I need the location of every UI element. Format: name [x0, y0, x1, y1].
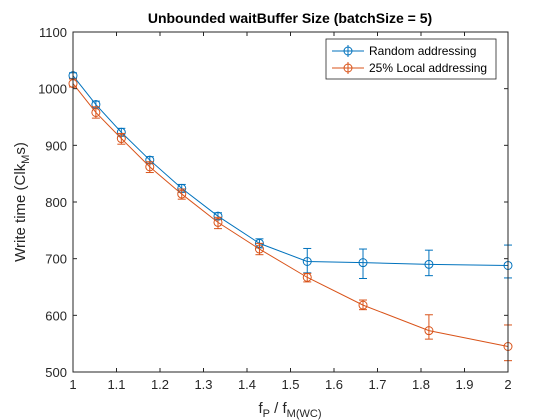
data-point: [116, 134, 126, 144]
y-axis-label: Write time (ClkMs): [12, 142, 32, 262]
x-tick-label: 1.7: [368, 377, 386, 392]
data-point: [145, 162, 155, 172]
x-tick-label: 1.1: [107, 377, 125, 392]
x-tick-label: 2: [504, 377, 511, 392]
x-tick-label: 1.9: [455, 377, 473, 392]
legend-item-random: Random addressing: [332, 44, 476, 58]
data-point: [358, 258, 368, 268]
plot-area: [73, 32, 508, 372]
data-point: [254, 244, 264, 254]
y-tick-label: 700: [45, 252, 67, 267]
data-point: [177, 189, 187, 199]
data-point: [91, 107, 101, 117]
x-tick-label: 1.6: [325, 377, 343, 392]
data-point: [213, 217, 223, 227]
legend-label-random: Random addressing: [369, 44, 476, 58]
x-tick-label: 1.3: [194, 377, 212, 392]
data-point: [302, 257, 312, 266]
legend-marker-local: [343, 63, 353, 73]
y-tick-label: 500: [45, 365, 67, 380]
y-tick-label: 1000: [38, 82, 67, 97]
legend-item-local: 25% Local addressing: [332, 61, 487, 75]
chart-title: Unbounded waitBuffer Size (batchSize = 5…: [148, 10, 432, 26]
y-tick-label: 600: [45, 308, 67, 323]
data-point: [424, 259, 434, 269]
data-point: [424, 326, 434, 336]
x-tick-label: 1.5: [281, 377, 299, 392]
legend: Random addressing 25% Local addressing: [325, 38, 497, 80]
legend-marker-random: [343, 46, 353, 56]
x-tick-label: 1: [69, 377, 76, 392]
x-tick-label: 1.8: [412, 377, 430, 392]
x-axis-label: fP / fM(WC): [258, 400, 321, 420]
x-tick-label: 1.2: [151, 377, 169, 392]
y-tick-label: 1100: [39, 25, 67, 40]
x-tick-label: 1.4: [238, 377, 256, 392]
series-local: [68, 78, 513, 362]
y-tick-label: 800: [45, 195, 67, 210]
data-point: [302, 272, 312, 282]
legend-box: [325, 38, 497, 80]
data-layer: [68, 71, 513, 362]
y-tick-label: 900: [45, 138, 67, 153]
data-point: [358, 300, 368, 310]
legend-label-local: 25% Local addressing: [369, 61, 487, 75]
ticks: 1 1.1 1.2 1.3 1.4 1.5 1.6 1.7 1.8 1.9 2 500 600 700 80…: [38, 25, 512, 392]
